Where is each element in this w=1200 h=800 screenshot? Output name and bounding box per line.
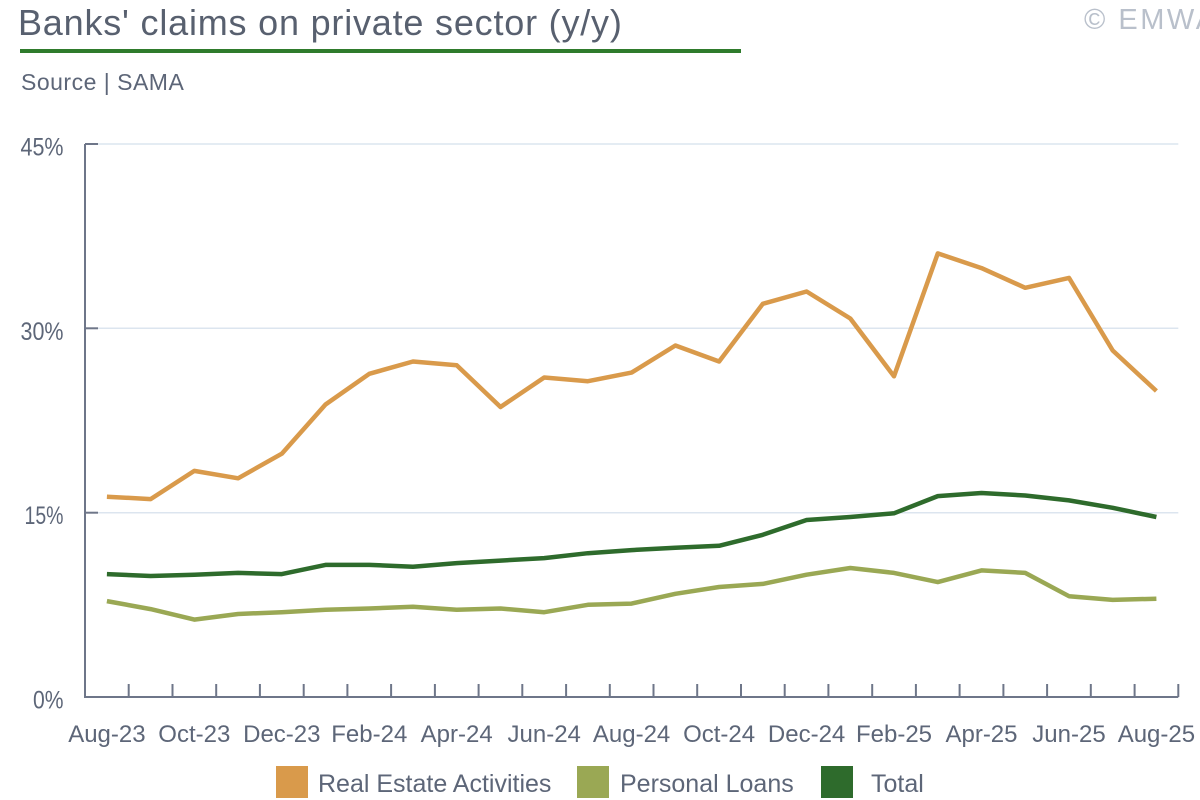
svg-text:Aug-25: Aug-25 bbox=[1118, 721, 1195, 748]
svg-text:Dec-23: Dec-23 bbox=[243, 721, 320, 748]
svg-text:30%: 30% bbox=[21, 318, 64, 346]
svg-text:Oct-24: Oct-24 bbox=[683, 721, 755, 748]
svg-text:15%: 15% bbox=[25, 502, 64, 530]
svg-text:Total: Total bbox=[871, 770, 924, 798]
svg-text:Personal Loans: Personal Loans bbox=[620, 770, 794, 798]
svg-text:Oct-23: Oct-23 bbox=[158, 721, 230, 748]
svg-text:Jun-25: Jun-25 bbox=[1032, 721, 1105, 748]
svg-text:Real Estate Activities: Real Estate Activities bbox=[318, 770, 551, 798]
svg-text:Apr-24: Apr-24 bbox=[421, 721, 493, 748]
svg-text:Feb-24: Feb-24 bbox=[331, 721, 407, 748]
svg-text:Jun-24: Jun-24 bbox=[508, 721, 581, 748]
svg-text:Feb-25: Feb-25 bbox=[856, 721, 932, 748]
svg-text:Aug-23: Aug-23 bbox=[68, 721, 145, 748]
svg-text:45%: 45% bbox=[21, 134, 64, 162]
svg-text:Dec-24: Dec-24 bbox=[768, 721, 845, 748]
svg-text:0%: 0% bbox=[33, 687, 64, 715]
svg-text:Apr-25: Apr-25 bbox=[945, 721, 1017, 748]
svg-text:Aug-24: Aug-24 bbox=[593, 721, 670, 748]
